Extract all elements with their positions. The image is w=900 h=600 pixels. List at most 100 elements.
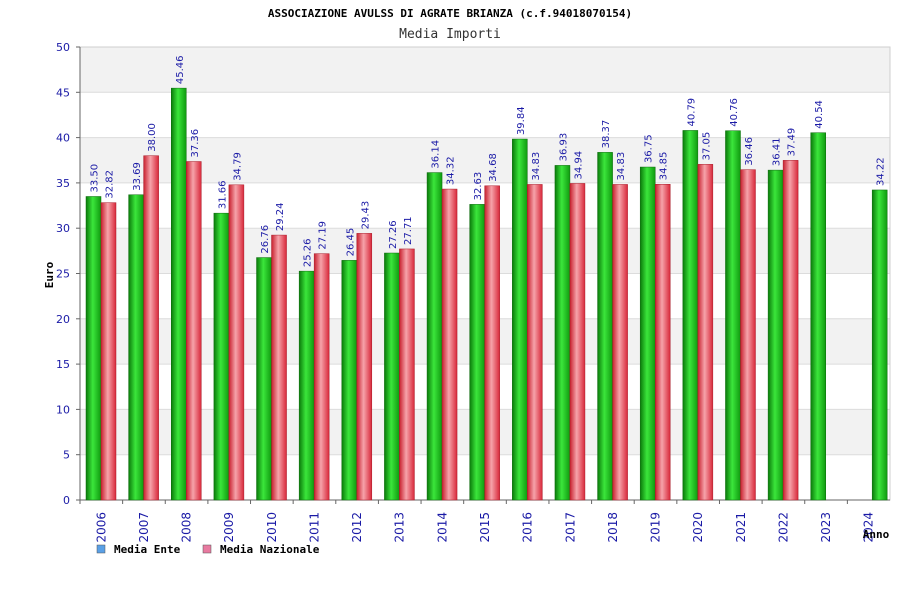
data-label-media-nazionale-2020: 37.05 [701,132,712,161]
y-tick-label: 45 [56,86,70,99]
x-tick-label-2013: 2013 [393,512,407,543]
y-tick-label: 25 [56,268,70,281]
y-tick-label: 10 [56,403,70,416]
data-label-media-ente-2011: 25.26 [303,239,314,268]
bar-media-nazionale-2021 [740,169,756,501]
x-tick-label-2015: 2015 [478,512,492,543]
y-tick-label: 0 [63,494,70,507]
legend-swatch-media-ente [96,544,106,554]
bar-media-ente-2007 [128,194,144,501]
legend: Media Ente Media Nazionale [96,543,320,556]
bar-media-ente-2006 [85,196,102,501]
bar-media-nazionale-2022 [782,160,799,501]
bar-media-nazionale-2009 [228,184,245,501]
data-label-media-nazionale-2017: 34.94 [573,151,584,180]
legend-swatch-media-nazionale [202,544,212,554]
chart-subtitle: Media Importi [399,27,501,42]
bar-media-ente-2015 [469,204,485,501]
data-label-media-ente-2022: 36.41 [772,137,783,166]
bar-media-nazionale-2013 [399,248,415,501]
legend-label-media-nazionale: Media Nazionale [220,543,320,556]
x-tick-label-2019: 2019 [649,512,663,543]
x-axis-ticks: 2006 2007 2008 2009 2010 2011 2012 2013 2014 2015… [79,500,876,543]
bar-media-nazionale-2012 [356,233,373,501]
x-tick-label-2021: 2021 [734,512,748,543]
bar-media-ente-2012 [341,260,358,501]
x-tick-label-2009: 2009 [222,512,236,543]
bar-media-ente-2018 [597,152,613,501]
bar-media-nazionale-2016 [527,184,543,501]
data-label-media-nazionale-2009: 34.79 [232,152,243,181]
bar-media-ente-2022 [767,169,784,501]
data-label-media-nazionale-2016: 34.83 [531,152,542,181]
data-label-media-nazionale-2006: 32.82 [105,170,116,199]
data-label-media-ente-2019: 36.75 [644,134,655,163]
data-label-media-nazionale-2022: 37.49 [787,128,798,157]
bar-media-ente-2009 [213,212,230,501]
x-tick-label-2022: 2022 [776,512,790,543]
data-labels: 33.50 32.82 33.69 38.00 45.46 37.36 31.66 34.79… [90,55,887,267]
data-label-media-ente-2006: 33.50 [90,164,101,193]
bar-media-ente-2008 [171,87,187,501]
bar-media-ente-2011 [298,270,315,501]
data-label-media-nazionale-2007: 38.00 [147,123,158,152]
bar-media-nazionale-2020 [697,164,714,501]
x-tick-label-2012: 2012 [350,512,364,543]
x-tick-label-2016: 2016 [521,512,535,543]
bar-media-ente-2024 [871,189,888,501]
y-axis-label: Euro [43,261,56,288]
bars [85,87,888,501]
bar-media-ente-2021 [725,130,741,501]
data-label-media-ente-2009: 31.66 [217,181,228,210]
plot-band [80,92,890,138]
data-label-media-ente-2012: 26.45 [345,228,356,257]
x-axis-label: Anno [863,528,890,541]
bar-media-ente-2017 [554,165,571,501]
data-label-media-ente-2013: 27.26 [388,220,399,249]
y-tick-label: 35 [56,177,70,190]
data-label-media-ente-2010: 26.76 [260,225,271,254]
bar-media-nazionale-2010 [271,234,287,501]
data-label-media-ente-2008: 45.46 [175,55,186,84]
bar-media-nazionale-2018 [612,184,628,501]
bar-media-nazionale-2007 [143,155,159,501]
data-label-media-ente-2017: 36.93 [558,133,569,162]
x-tick-label-2007: 2007 [137,512,151,543]
legend-label-media-ente: Media Ente [114,543,181,556]
x-tick-label-2024: 2024 [862,512,876,543]
bar-media-nazionale-2008 [186,161,202,501]
bar-media-ente-2023 [810,132,826,501]
bar-media-ente-2019 [639,166,656,501]
bar-media-nazionale-2019 [654,184,671,501]
y-axis-ticks: 0 5 10 15 20 25 30 35 40 45 50 [56,41,80,507]
bar-media-ente-2014 [426,172,443,501]
y-tick-label: 50 [56,41,70,54]
x-tick-label-2023: 2023 [819,512,833,543]
bar-media-nazionale-2011 [313,253,330,501]
chart-title: ASSOCIAZIONE AVULSS DI AGRATE BRIANZA (c… [268,7,632,20]
data-label-media-ente-2016: 39.84 [516,106,527,135]
data-label-media-nazionale-2010: 29.24 [275,202,286,231]
data-label-media-nazionale-2021: 36.46 [744,137,755,166]
y-tick-label: 5 [63,449,70,462]
x-tick-label-2014: 2014 [435,512,449,543]
plot-band [80,47,890,93]
bar-media-ente-2020 [682,130,699,501]
y-tick-label: 15 [56,358,70,371]
bar-media-nazionale-2015 [484,185,500,501]
bar-media-ente-2010 [256,257,272,501]
data-label-media-ente-2014: 36.14 [431,140,442,169]
data-label-media-nazionale-2019: 34.85 [659,152,670,181]
data-label-media-nazionale-2012: 29.43 [360,201,371,230]
data-label-media-ente-2018: 38.37 [601,120,612,149]
x-tick-label-2008: 2008 [180,512,194,543]
data-label-media-ente-2020: 40.79 [686,98,697,127]
data-label-media-nazionale-2018: 34.83 [616,152,627,181]
x-tick-label-2006: 2006 [94,512,108,543]
data-label-media-ente-2007: 33.69 [132,162,143,191]
data-label-media-ente-2015: 32.63 [473,172,484,201]
data-label-media-ente-2024: 34.22 [876,157,887,186]
bar-media-ente-2016 [512,138,528,501]
data-label-media-nazionale-2015: 34.68 [488,153,499,182]
